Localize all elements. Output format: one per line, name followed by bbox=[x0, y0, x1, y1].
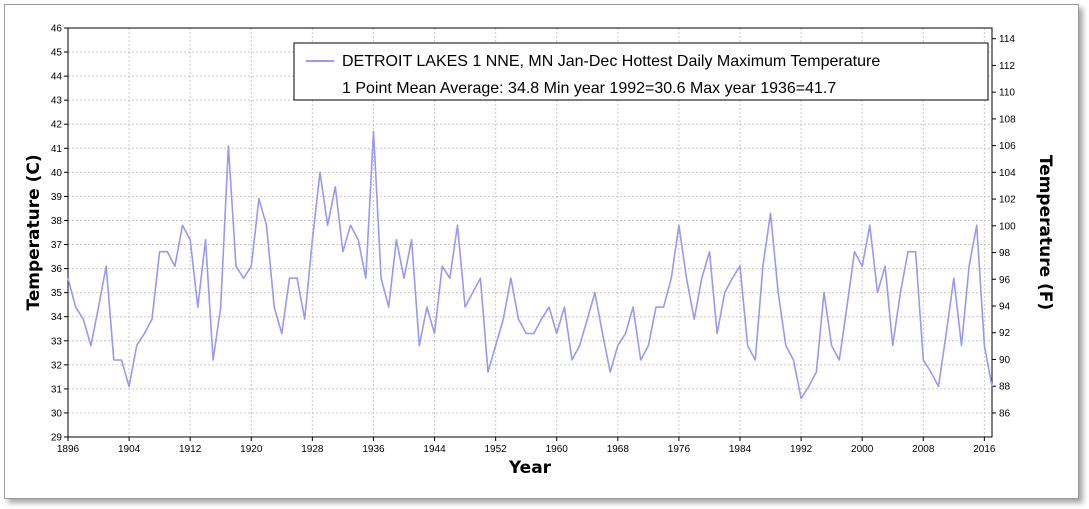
legend: DETROIT LAKES 1 NNE, MN Jan-Dec Hottest … bbox=[293, 42, 989, 101]
y-right-tick-label: 102 bbox=[999, 195, 1016, 206]
y-right-tick-label: 114 bbox=[999, 34, 1015, 45]
x-tick-label: 2008 bbox=[912, 444, 935, 455]
x-tick-label: 1968 bbox=[607, 444, 630, 455]
y-tick-label: 29 bbox=[51, 433, 63, 444]
y-tick-label: 41 bbox=[51, 144, 63, 155]
x-tick-label: 1952 bbox=[485, 444, 508, 455]
y-tick-label: 30 bbox=[51, 408, 63, 419]
y-right-tick-label: 86 bbox=[999, 408, 1011, 419]
x-tick-label: 1944 bbox=[423, 444, 446, 455]
y-right-tick-label: 112 bbox=[999, 61, 1015, 72]
y-tick-label: 31 bbox=[51, 384, 63, 395]
x-tick-label: 1904 bbox=[118, 444, 141, 455]
y-right-tick-label: 88 bbox=[999, 382, 1011, 393]
y-tick-label: 33 bbox=[51, 336, 63, 347]
y-tick-label: 40 bbox=[51, 168, 63, 179]
x-tick-label: 1912 bbox=[179, 444, 202, 455]
y-axis-title-left: Temperature (C) bbox=[24, 154, 44, 310]
y-tick-label: 34 bbox=[51, 312, 63, 323]
series-layer bbox=[67, 130, 993, 400]
x-tick-label: 1936 bbox=[362, 444, 385, 455]
series-line bbox=[67, 130, 993, 400]
x-tick-label: 1976 bbox=[668, 444, 691, 455]
x-tick-label: 1928 bbox=[301, 444, 324, 455]
y-right-tick-label: 108 bbox=[999, 114, 1016, 125]
y-right-tick-label: 106 bbox=[999, 141, 1016, 152]
y-right-tick-label: 104 bbox=[999, 168, 1016, 179]
legend-box bbox=[293, 42, 989, 101]
x-tick-label: 1896 bbox=[57, 444, 80, 455]
y-tick-label: 38 bbox=[51, 216, 63, 227]
x-tick-label: 1992 bbox=[790, 444, 813, 455]
y-tick-label: 42 bbox=[51, 120, 63, 131]
y-tick-label: 36 bbox=[51, 264, 63, 275]
y-tick-label: 43 bbox=[51, 96, 63, 107]
y-right-tick-label: 94 bbox=[999, 302, 1011, 313]
y-tick-label: 39 bbox=[51, 192, 63, 203]
tick-layer: 29 30 31 32 33 34 35 36 37 38 39 40 41 42 43 44 45 46 86 88… bbox=[51, 24, 1016, 456]
legend-entry: DETROIT LAKES 1 NNE, MN Jan-Dec Hottest … bbox=[342, 53, 880, 70]
y-tick-label: 37 bbox=[51, 240, 63, 251]
y-tick-label: 44 bbox=[51, 72, 63, 83]
y-axis-title-right: Temperature (F) bbox=[1035, 155, 1055, 310]
x-tick-label: 1920 bbox=[240, 444, 263, 455]
x-tick-label: 2016 bbox=[973, 444, 996, 455]
x-tick-label: 1984 bbox=[729, 444, 752, 455]
y-right-tick-label: 90 bbox=[999, 355, 1011, 366]
y-right-tick-label: 110 bbox=[999, 88, 1015, 99]
x-axis-title: Year bbox=[508, 458, 552, 478]
y-tick-label: 45 bbox=[51, 48, 63, 59]
x-tick-label: 2000 bbox=[851, 444, 874, 455]
y-tick-label: 46 bbox=[51, 24, 63, 35]
x-tick-label: 1960 bbox=[546, 444, 569, 455]
plot-area-border bbox=[67, 27, 993, 438]
y-right-tick-label: 98 bbox=[999, 248, 1011, 259]
y-right-tick-label: 96 bbox=[999, 275, 1011, 286]
y-right-tick-label: 92 bbox=[999, 328, 1011, 339]
y-tick-label: 32 bbox=[51, 360, 63, 371]
y-tick-label: 35 bbox=[51, 288, 63, 299]
legend-stats: 1 Point Mean Average: 34.8 Min year 1992… bbox=[342, 80, 836, 97]
y-right-tick-label: 100 bbox=[999, 221, 1016, 232]
